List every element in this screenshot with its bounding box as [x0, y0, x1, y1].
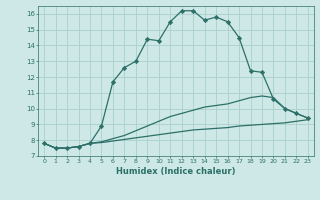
X-axis label: Humidex (Indice chaleur): Humidex (Indice chaleur) — [116, 167, 236, 176]
